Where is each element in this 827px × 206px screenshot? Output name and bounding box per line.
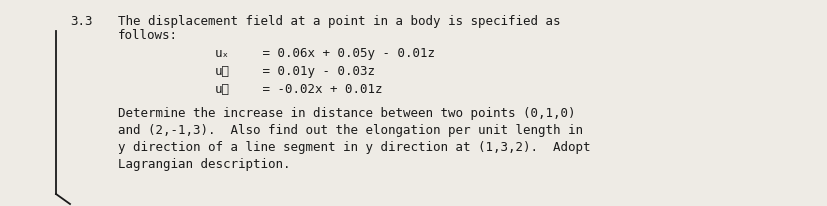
- Text: =: =: [255, 83, 270, 96]
- Text: y direction of a line segment in y direction at (1,3,2).  Adopt: y direction of a line segment in y direc…: [118, 140, 590, 153]
- Text: 0.01y - 0.03z: 0.01y - 0.03z: [270, 65, 375, 78]
- Text: Lagrangian description.: Lagrangian description.: [118, 157, 290, 170]
- Text: and (2,-1,3).  Also find out the elongation per unit length in: and (2,-1,3). Also find out the elongati…: [118, 123, 582, 136]
- Text: =: =: [255, 47, 270, 60]
- Text: 0.06x + 0.05y - 0.01z: 0.06x + 0.05y - 0.01z: [270, 47, 434, 60]
- Text: follows:: follows:: [118, 29, 178, 42]
- Text: -0.02x + 0.01z: -0.02x + 0.01z: [270, 83, 382, 96]
- Text: =: =: [255, 65, 270, 78]
- Text: The displacement field at a point in a body is specified as: The displacement field at a point in a b…: [118, 15, 560, 28]
- Text: 3.3: 3.3: [70, 15, 93, 28]
- Text: Determine the increase in distance between two points (0,1,0): Determine the increase in distance betwe…: [118, 107, 575, 119]
- Text: uᵧ: uᵧ: [215, 65, 230, 78]
- Text: uᵩ: uᵩ: [215, 83, 230, 96]
- Text: uₓ: uₓ: [215, 47, 230, 60]
